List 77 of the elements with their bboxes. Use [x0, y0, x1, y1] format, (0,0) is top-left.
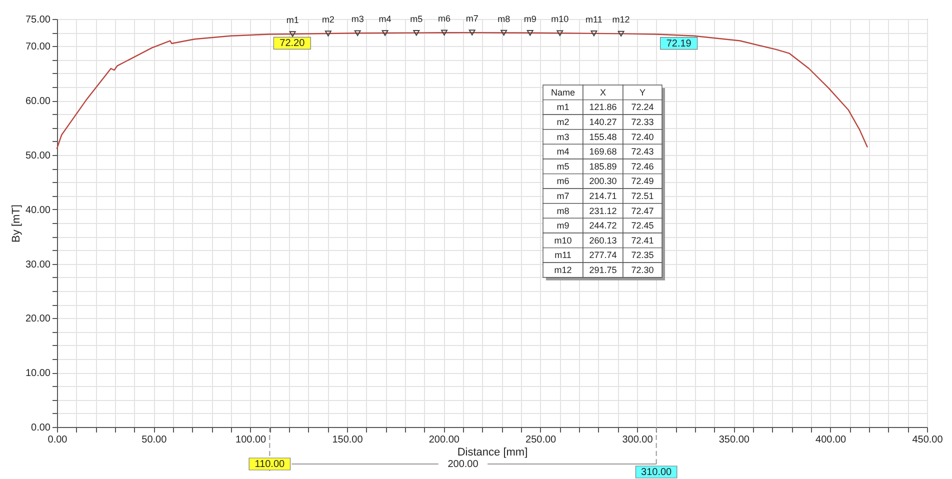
annotation: 291.75	[589, 265, 617, 275]
x-tick-label: 400.00	[816, 434, 847, 446]
text: 200.00	[448, 459, 479, 470]
annotation: m7	[556, 191, 570, 201]
x-axis-title: Distance [mm]	[457, 446, 528, 458]
annotation: m12	[612, 14, 630, 25]
annotation: 72.33	[631, 117, 654, 127]
annotation: m8	[556, 206, 570, 216]
y-tick-label: 10.00	[25, 368, 51, 380]
x-tick-label: 350.00	[718, 434, 750, 446]
annotation: m8	[498, 14, 510, 24]
annotation: m5	[556, 161, 570, 172]
x-tick-label: 450.00	[912, 434, 944, 446]
annotation: m4	[556, 146, 570, 157]
annotation: 72.51	[631, 191, 654, 201]
x-tick-label: 50.00	[142, 434, 168, 446]
annotation: 214.71	[589, 191, 617, 201]
ref-line-label: 110.00	[254, 459, 286, 470]
annotation: Y	[639, 87, 646, 98]
x-tick-label: 150.00	[332, 434, 364, 446]
annotation: 169.68	[589, 146, 617, 157]
annotation: m2	[322, 14, 334, 25]
annotation: m1	[286, 15, 299, 26]
y-tick-label: 75.00	[25, 14, 51, 26]
annotation: X	[600, 87, 606, 98]
annotation: 200.30	[589, 176, 617, 186]
x-tick-label: 100.00	[236, 434, 267, 446]
annotation: 72.47	[631, 206, 654, 216]
y-axis-title: By [mT]	[10, 204, 22, 242]
annotation: m1	[556, 102, 570, 112]
annotation: m10	[554, 235, 572, 246]
annotation: m9	[556, 220, 570, 231]
annotation: 277.74	[589, 250, 617, 260]
x-tick-label: 200.00	[428, 434, 460, 446]
annotation: 72.45	[631, 220, 654, 231]
y-tick-label: 20.00	[25, 314, 51, 325]
annotation: 140.27	[589, 117, 617, 127]
y-tick-label: 60.00	[25, 96, 51, 108]
annotation: 185.89	[589, 161, 617, 172]
annotation: 244.72	[589, 220, 617, 231]
annotation: Name	[550, 87, 576, 98]
annotation: 121.86	[589, 102, 617, 112]
annotation: m9	[524, 14, 536, 24]
ref-line-label: 310.00	[641, 467, 672, 478]
annotation: 72.41	[631, 235, 654, 246]
x-tick-label: 250.00	[526, 434, 557, 446]
annotation: m4	[378, 14, 392, 24]
annotation: m10	[551, 14, 569, 24]
annotation: m7	[466, 14, 478, 24]
annotation: m2	[556, 117, 570, 127]
annotation: 72.30	[631, 265, 654, 275]
annotation: 72.20	[280, 38, 306, 50]
annotation: 155.48	[589, 132, 617, 142]
annotation: m3	[351, 14, 364, 24]
annotation: 72.19	[666, 38, 692, 50]
y-tick-label: 0.00	[31, 422, 51, 434]
y-tick-label: 30.00	[25, 259, 51, 270]
annotation: m5	[410, 14, 423, 24]
annotation: 72.40	[631, 132, 654, 142]
x-tick-label: 300.00	[622, 434, 654, 446]
annotation: 72.46	[631, 161, 654, 172]
annotation: m12	[554, 265, 572, 275]
y-tick-label: 70.00	[25, 42, 51, 53]
annotation: 231.12	[589, 206, 617, 216]
annotation: m6	[556, 176, 570, 186]
annotation: m11	[554, 250, 572, 260]
x-tick-label: 0.00	[48, 434, 68, 446]
annotation: m3	[556, 132, 570, 142]
annotation: 72.49	[631, 176, 654, 186]
y-tick-label: 40.00	[25, 204, 51, 216]
annotation: 72.35	[631, 250, 654, 260]
y-tick-label: 50.00	[25, 150, 51, 162]
annotation: 72.24	[631, 102, 654, 112]
annotation: 260.13	[589, 235, 617, 246]
annotation: m6	[438, 14, 451, 24]
annotation: m11	[586, 14, 602, 24]
annotation: 72.43	[631, 146, 654, 157]
